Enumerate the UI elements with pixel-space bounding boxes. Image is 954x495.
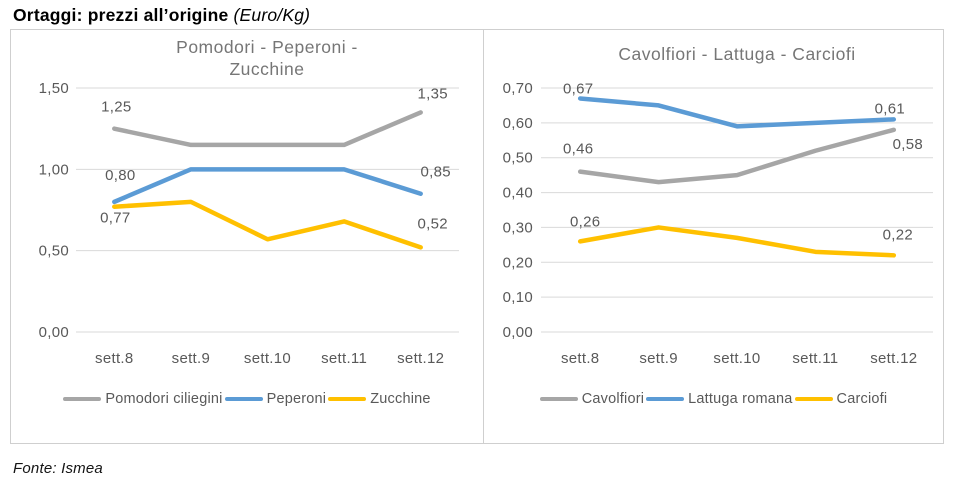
chart-legend-right: Cavolfiori Lattuga romana Carciofi bbox=[484, 391, 943, 407]
x-tick-label: sett.12 bbox=[397, 350, 444, 367]
data-label: 0,58 bbox=[893, 136, 923, 153]
legend-item-zucchine: Zucchine bbox=[328, 391, 430, 407]
y-tick-label: 0,00 bbox=[39, 324, 69, 341]
legend-line-swatch bbox=[224, 396, 263, 402]
legend-label: Cavolfiori bbox=[581, 391, 645, 407]
legend-label: Zucchine bbox=[370, 391, 431, 407]
x-tick-label: sett.10 bbox=[713, 350, 760, 367]
legend-line-swatch bbox=[63, 396, 102, 402]
x-tick-label: sett.10 bbox=[244, 350, 291, 367]
data-label: 0,26 bbox=[570, 213, 600, 230]
chart-panel-left: Pomodori - Peperoni - Zucchine 1,50 1,00 0… bbox=[11, 30, 484, 443]
legend-item-peperoni: Peperoni bbox=[224, 391, 327, 407]
y-tick-label: 0,00 bbox=[503, 324, 533, 341]
source-note: Fonte: Ismea bbox=[13, 460, 103, 477]
chart-plot-left: 1,50 1,00 0,50 0,00 sett.8 sett.9 sett.10 sett.… bbox=[39, 80, 459, 367]
legend-label: Carciofi bbox=[836, 391, 888, 407]
legend-item-cavolfiori: Cavolfiori bbox=[539, 391, 645, 407]
y-tick-label: 0,20 bbox=[503, 254, 533, 271]
page-title: Ortaggi: prezzi all’origine (Euro/Kg) bbox=[13, 5, 310, 26]
x-tick-label: sett.8 bbox=[95, 350, 134, 367]
data-label: 0,52 bbox=[417, 215, 447, 232]
y-tick-label: 0,60 bbox=[503, 115, 533, 132]
x-tick-label: sett.11 bbox=[792, 350, 838, 367]
legend-item-carciofi: Carciofi bbox=[794, 391, 888, 407]
chart-title-right: Cavolfiori - Lattuga - Carciofi bbox=[618, 44, 856, 64]
charts-container: Pomodori - Peperoni - Zucchine 1,50 1,00 0… bbox=[10, 29, 944, 444]
data-label: 0,67 bbox=[563, 80, 593, 97]
legend-line-swatch bbox=[646, 396, 685, 402]
page-title-main: Ortaggi: prezzi all’origine bbox=[13, 5, 229, 25]
y-tick-label: 0,10 bbox=[503, 289, 533, 306]
series-line-pomodori-ciliegini bbox=[112, 110, 423, 148]
y-tick-label: 0,50 bbox=[503, 150, 533, 167]
series-line-zucchine bbox=[112, 199, 423, 250]
legend-item-pomodori-ciliegini: Pomodori ciliegini bbox=[63, 391, 222, 407]
data-label: 1,25 bbox=[101, 99, 131, 116]
x-tick-label: sett.8 bbox=[561, 350, 600, 367]
y-tick-label: 1,50 bbox=[39, 80, 69, 97]
page-title-unit: (Euro/Kg) bbox=[233, 5, 311, 25]
series-line-peperoni bbox=[112, 167, 423, 205]
legend-line-swatch bbox=[328, 396, 367, 402]
legend-item-lattuga-romana: Lattuga romana bbox=[646, 391, 792, 407]
x-tick-label: sett.9 bbox=[172, 350, 211, 367]
x-tick-label: sett.11 bbox=[321, 350, 367, 367]
legend-label: Lattuga romana bbox=[688, 391, 793, 407]
series-line-carciofi bbox=[577, 225, 897, 258]
y-tick-label: 0,70 bbox=[503, 80, 533, 97]
legend-line-swatch bbox=[539, 396, 578, 402]
chart-title-left: Pomodori - Peperoni - Zucchine bbox=[176, 37, 358, 79]
series-line-cavolfiori bbox=[577, 127, 897, 185]
data-label: 0,46 bbox=[563, 141, 593, 158]
chart-legend-left: Pomodori ciliegini Peperoni Zucchine bbox=[11, 391, 483, 407]
legend-line-swatch bbox=[794, 396, 833, 402]
chart-panel-right: Cavolfiori - Lattuga - Carciofi 0,70 0,60… bbox=[484, 30, 943, 443]
data-label: 0,80 bbox=[105, 167, 135, 184]
data-label: 0,61 bbox=[875, 100, 905, 117]
data-label: 0,77 bbox=[100, 210, 130, 227]
chart-plot-right: 0,70 0,60 0,50 0,40 0,30 0,20 0,10 0,00 sett.8 se… bbox=[503, 80, 933, 367]
data-label: 0,22 bbox=[883, 226, 913, 243]
x-tick-label: sett.9 bbox=[639, 350, 678, 367]
y-tick-label: 0,50 bbox=[39, 243, 69, 260]
y-tick-label: 0,30 bbox=[503, 219, 533, 236]
x-tick-label: sett.12 bbox=[870, 350, 917, 367]
data-label: 1,35 bbox=[417, 85, 447, 102]
legend-label: Pomodori ciliegini bbox=[105, 391, 223, 407]
data-label: 0,85 bbox=[420, 164, 450, 181]
y-tick-label: 1,00 bbox=[39, 161, 69, 178]
legend-label: Peperoni bbox=[266, 391, 327, 407]
series-line-lattuga-romana bbox=[577, 96, 897, 129]
y-tick-label: 0,40 bbox=[503, 185, 533, 202]
